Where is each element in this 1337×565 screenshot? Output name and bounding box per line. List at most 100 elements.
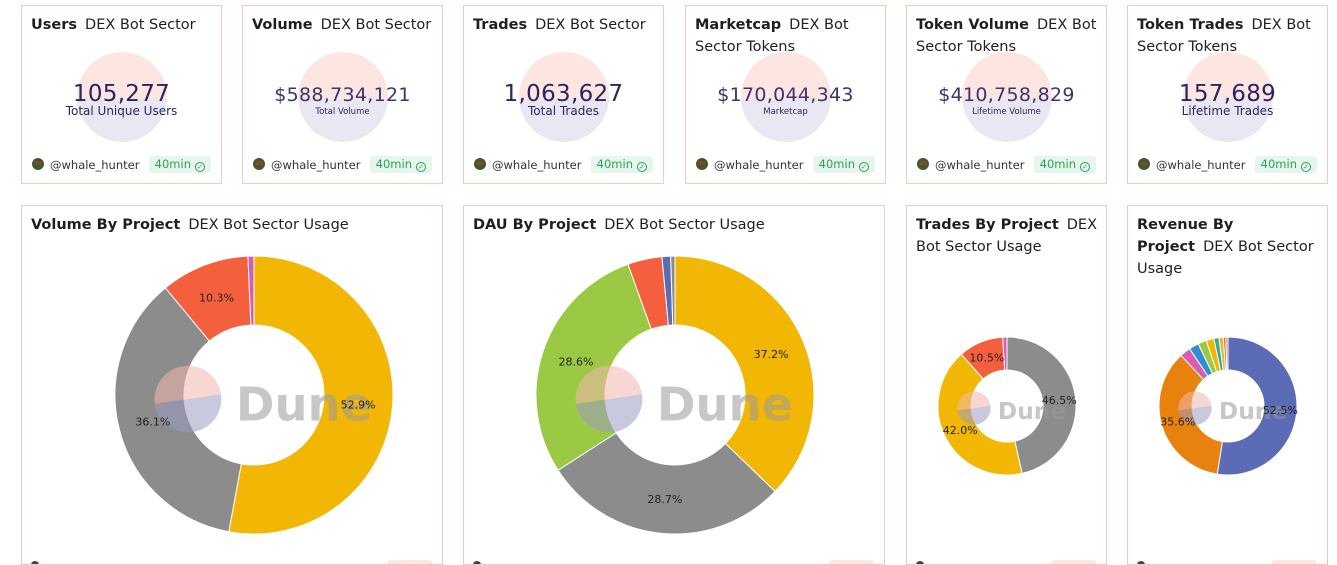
avatar[interactable]	[32, 158, 44, 170]
pie-slice[interactable]	[1006, 336, 1077, 474]
counter-value: 157,689	[1178, 81, 1277, 107]
author-link[interactable]: @whale_hunter	[1156, 158, 1246, 172]
avatar	[916, 561, 924, 564]
pie-slice[interactable]	[228, 255, 394, 535]
chart-card-dau-by-project[interactable]: DAU By Project DEX Bot Sector Usage Dune 3…	[463, 205, 885, 565]
check-circle-icon: ✓	[859, 162, 869, 172]
counter-label: Lifetime Trades	[1181, 104, 1274, 118]
card-title: Trades DEX Bot Sector	[473, 17, 646, 33]
avatar	[1137, 561, 1145, 564]
refresh-badge[interactable]: 40min ✓	[148, 156, 211, 173]
pie-slice[interactable]	[1225, 336, 1229, 371]
dune-watermark: Dune	[575, 365, 793, 433]
author-link[interactable]: @whale_hunter	[935, 158, 1025, 172]
slice-label: 28.6%	[559, 355, 594, 368]
pie-slice[interactable]	[557, 432, 776, 535]
counter-background	[1182, 52, 1273, 142]
watermark-text: Dune	[1219, 398, 1287, 425]
pie-slice[interactable]	[1002, 336, 1008, 371]
pie-slice[interactable]	[937, 353, 1023, 476]
counter-value: $410,758,829	[938, 84, 1075, 106]
check-circle-icon: ✓	[416, 162, 426, 172]
author-link[interactable]: @whale_hunter	[714, 158, 804, 172]
pie-slice[interactable]	[1216, 336, 1298, 476]
counter-card-volume[interactable]: Volume DEX Bot Sector $588,734,121 Total …	[242, 5, 443, 184]
counter-label: Total Trades	[528, 104, 599, 118]
card-footer: @whale_hunter 40min ✓	[474, 156, 653, 174]
slice-label: 52.9%	[341, 399, 376, 412]
slice-label: 10.3%	[199, 291, 234, 304]
donut-chart[interactable]: Dune 37.2% 28.7% 28.6%	[464, 206, 884, 565]
counter-card-token-volume[interactable]: Token Volume DEX Bot Sector Tokens $410,7…	[906, 5, 1107, 184]
avatar[interactable]	[253, 158, 265, 170]
counter-value: 105,277	[72, 81, 171, 107]
pie-slice[interactable]	[670, 255, 676, 326]
card-footer: @whale_hunter 40min ✓	[917, 156, 1096, 174]
counter-background	[76, 52, 167, 142]
counter-background	[518, 52, 609, 142]
avatar[interactable]	[917, 158, 929, 170]
refresh-badge	[829, 560, 874, 564]
counter-card-token-trades[interactable]: Token Trades DEX Bot Sector Tokens 157,68…	[1127, 5, 1328, 184]
slice-label: 36.1%	[135, 415, 170, 428]
check-circle-icon: ✓	[1080, 162, 1090, 172]
counter-card-marketcap[interactable]: Marketcap DEX Bot Sector Tokens $170,044,…	[685, 5, 886, 184]
counter-background	[297, 52, 388, 142]
counter-value: $170,044,343	[717, 84, 854, 106]
chart-title: Volume By Project DEX Bot Sector Usage	[31, 217, 349, 233]
refresh-badge	[1051, 560, 1096, 564]
chart-card-revenue-by-project[interactable]: Revenue By Project DEX Bot Sector Usage D…	[1127, 205, 1328, 565]
card-title: Volume DEX Bot Sector	[252, 17, 432, 33]
slice-label: 10.5%	[969, 351, 1004, 364]
pie-slice[interactable]	[674, 255, 815, 493]
counter-background	[740, 52, 831, 142]
counter-value: $588,734,121	[274, 84, 411, 106]
dune-watermark: Dune	[154, 365, 372, 433]
card-title: Marketcap DEX Bot Sector Tokens	[695, 17, 849, 55]
avatar	[31, 561, 39, 564]
card-footer: @whale_hunter 40min ✓	[32, 156, 211, 174]
dune-watermark: Dune	[1178, 391, 1287, 425]
refresh-badge	[1272, 560, 1317, 564]
watermark-text: Dune	[998, 398, 1066, 425]
chart-card-volume-by-project[interactable]: Volume By Project DEX Bot Sector Usage Du…	[21, 205, 443, 565]
counter-label: Total Volume	[315, 107, 370, 117]
dune-watermark: Dune	[957, 391, 1066, 425]
refresh-badge[interactable]: 40min ✓	[590, 156, 653, 173]
counter-label: Lifetime Volume	[972, 107, 1041, 117]
slice-label: 52.5%	[1263, 404, 1298, 417]
card-footer: @whale_hunter 40min ✓	[253, 156, 432, 174]
refresh-badge[interactable]: 40min ✓	[369, 156, 432, 173]
pie-slice[interactable]	[247, 255, 255, 326]
chart-title: Trades By Project DEX Bot Sector Usage	[916, 217, 1098, 255]
refresh-badge	[387, 560, 432, 564]
avatar[interactable]	[1138, 158, 1150, 170]
counter-label: Marketcap	[763, 107, 808, 117]
chart-title: DAU By Project DEX Bot Sector Usage	[473, 217, 765, 233]
refresh-badge[interactable]: 40min ✓	[812, 156, 875, 173]
check-circle-icon: ✓	[1301, 162, 1311, 172]
counter-card-users[interactable]: Users DEX Bot Sector 105,277 Total Unique…	[21, 5, 222, 184]
author-link[interactable]: @whale_hunter	[50, 158, 140, 172]
slice-label: 28.7%	[647, 493, 682, 506]
card-footer: @whale_hunter 40min ✓	[696, 156, 875, 174]
card-footer: @whale_hunter 40min ✓	[1138, 156, 1317, 174]
author-link[interactable]: @whale_hunter	[271, 158, 361, 172]
watermark-text: Dune	[236, 378, 372, 432]
counter-value: 1,063,627	[503, 81, 624, 107]
refresh-badge[interactable]: 40min ✓	[1033, 156, 1096, 173]
check-circle-icon: ✓	[637, 162, 647, 172]
refresh-badge[interactable]: 40min ✓	[1254, 156, 1317, 173]
avatar[interactable]	[696, 158, 708, 170]
avatar[interactable]	[474, 158, 486, 170]
author-link[interactable]: @whale_hunter	[492, 158, 582, 172]
pie-slice[interactable]	[535, 263, 652, 471]
counter-card-trades[interactable]: Trades DEX Bot Sector 1,063,627 Total Tra…	[463, 5, 664, 184]
chart-card-trades-by-project[interactable]: Trades By Project DEX Bot Sector Usage Du…	[906, 205, 1107, 565]
watermark-text: Dune	[657, 378, 793, 432]
card-title: Token Trades DEX Bot Sector Tokens	[1137, 17, 1311, 55]
counter-label: Total Unique Users	[65, 104, 178, 118]
